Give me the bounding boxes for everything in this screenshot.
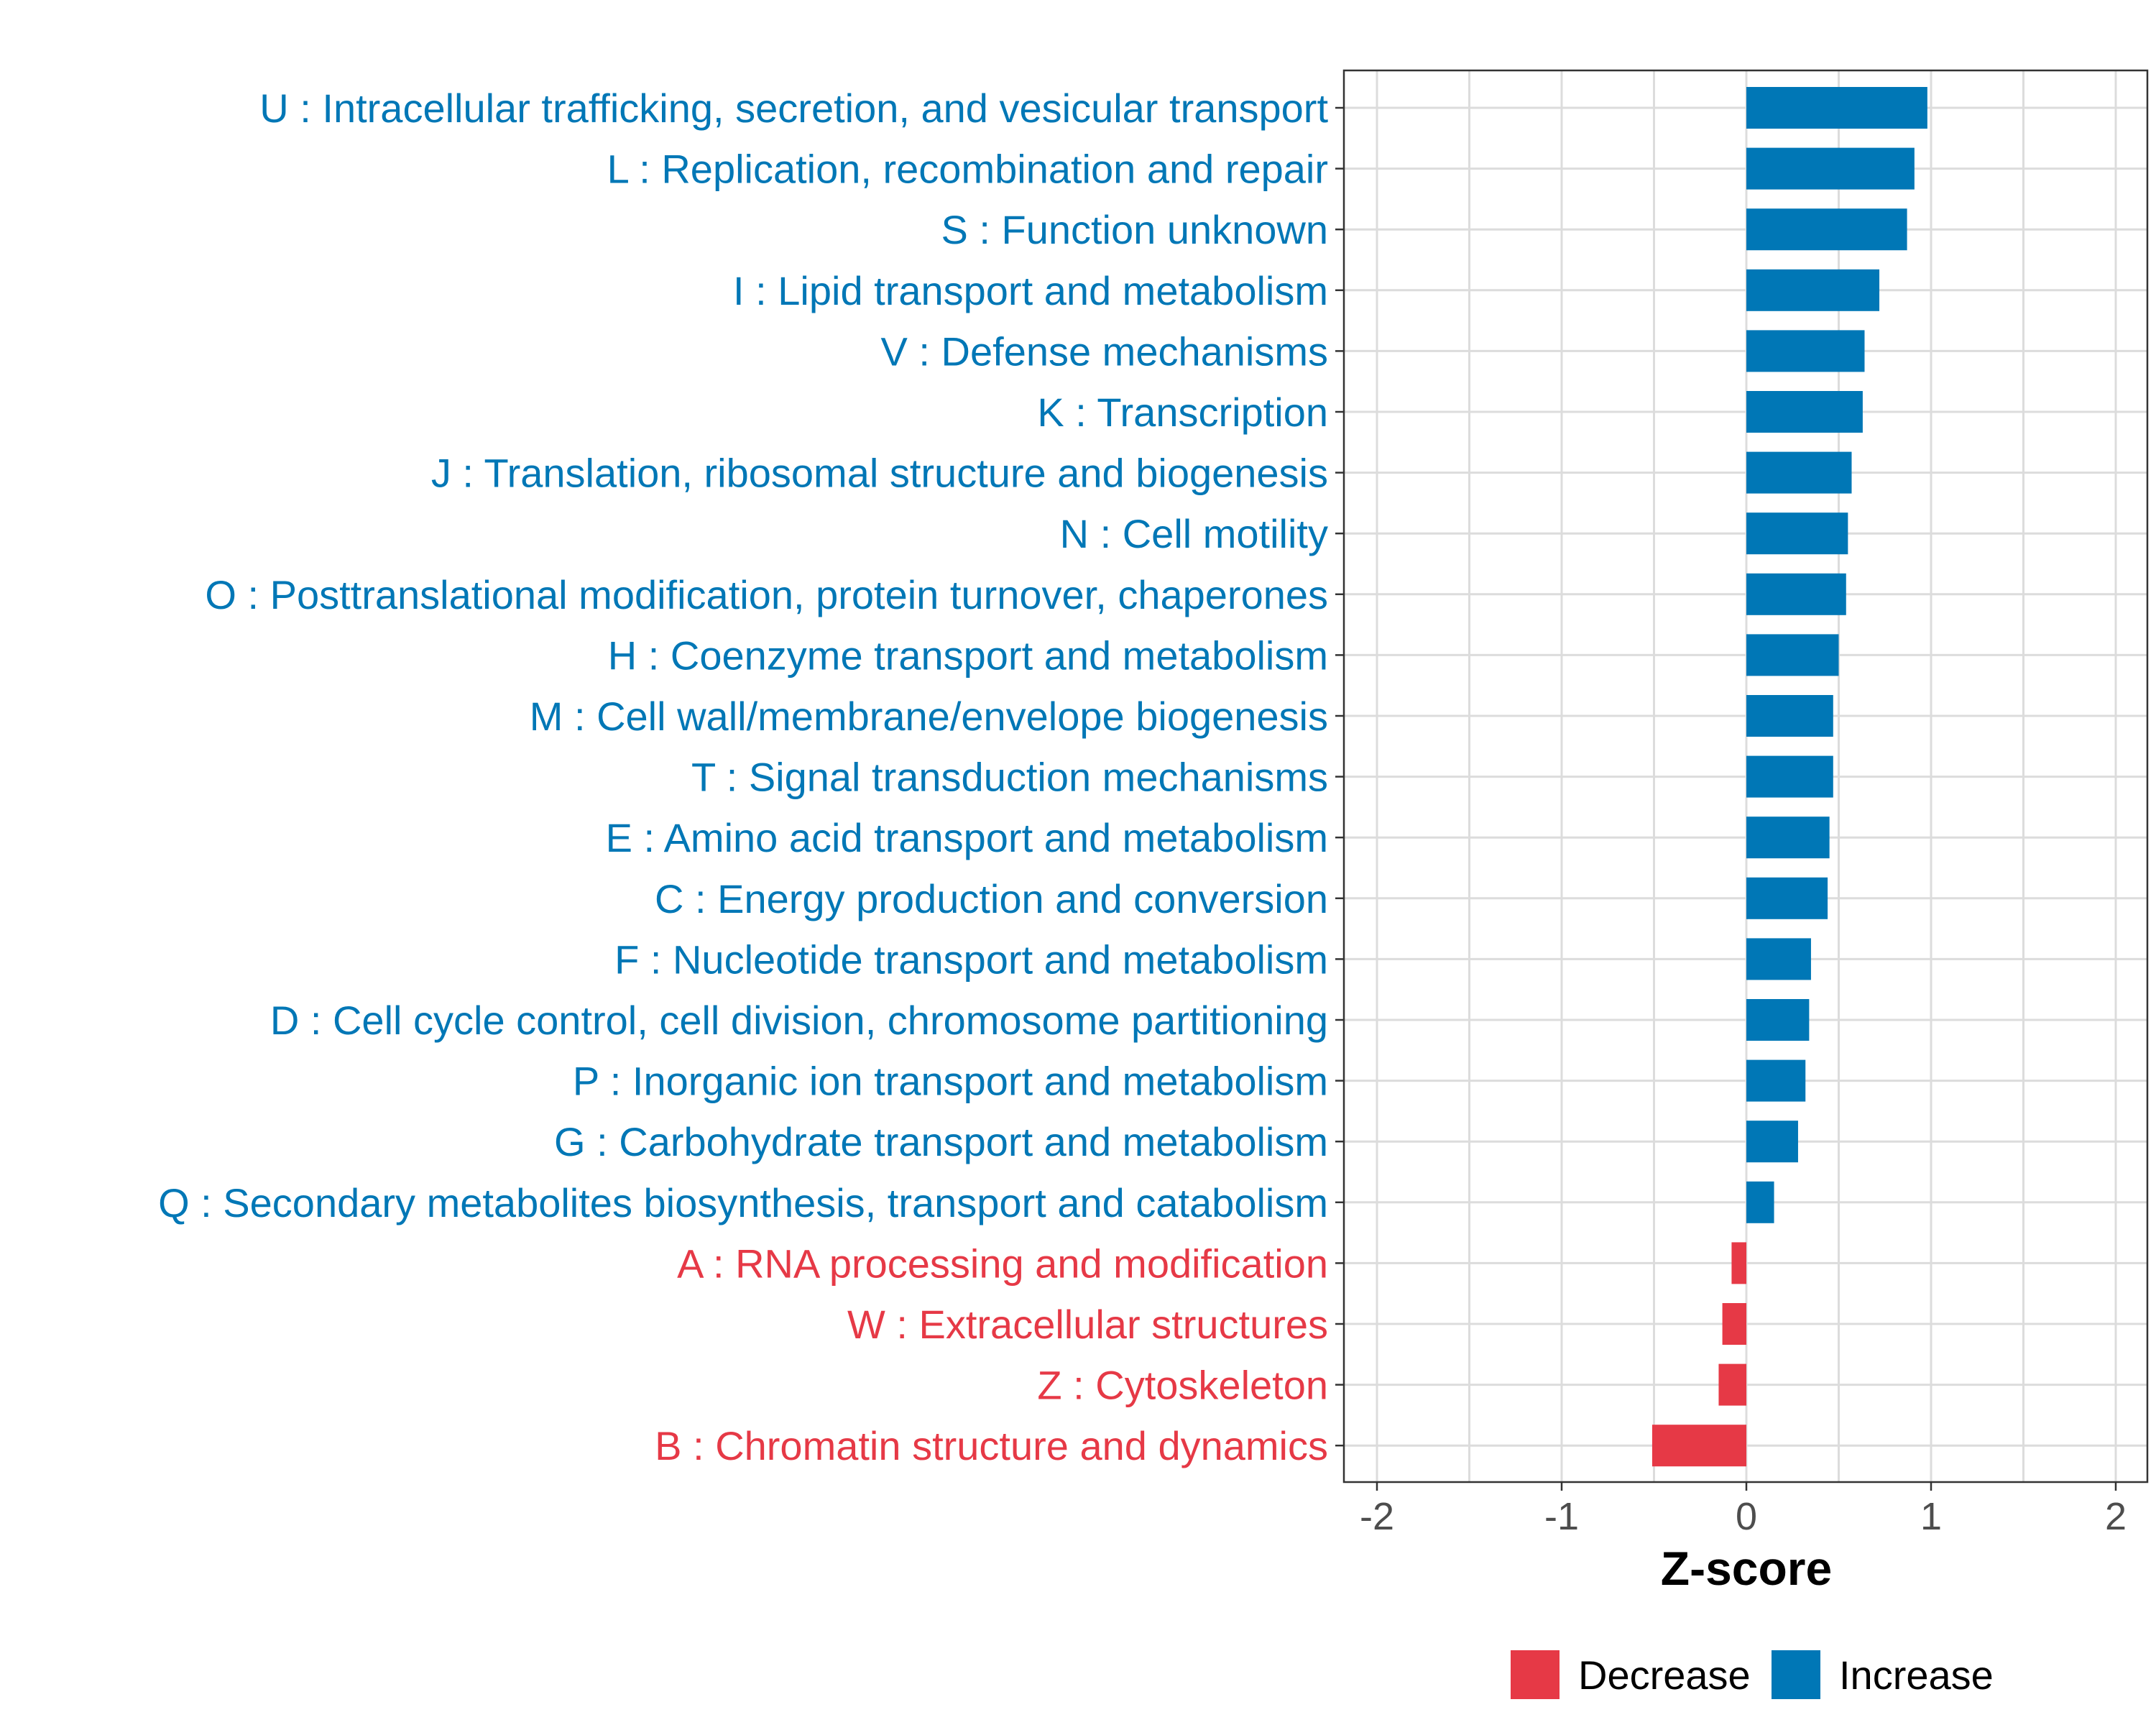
- category-label: N : Cell motility: [1060, 511, 1328, 556]
- category-label: B : Chromatin structure and dynamics: [655, 1423, 1328, 1468]
- category-label: Q : Secondary metabolites biosynthesis, …: [158, 1180, 1328, 1225]
- category-labels: U : Intracellular trafficking, secretion…: [158, 86, 1328, 1468]
- bar-h: [1746, 634, 1839, 676]
- category-label: S : Function unknown: [941, 207, 1328, 252]
- bar-e: [1746, 816, 1830, 859]
- category-label: D : Cell cycle control, cell division, c…: [270, 998, 1328, 1043]
- x-tick-label: 0: [1736, 1495, 1757, 1538]
- bar-v: [1746, 330, 1865, 372]
- bar-k: [1746, 391, 1863, 433]
- category-label: U : Intracellular trafficking, secretion…: [259, 86, 1328, 131]
- x-tick-label: 1: [1920, 1495, 1942, 1538]
- x-axis-title: Z-score: [1661, 1542, 1832, 1595]
- bar-i: [1746, 269, 1880, 311]
- category-label: A : RNA processing and modification: [677, 1241, 1328, 1286]
- bar-l: [1746, 147, 1915, 190]
- bar-a: [1731, 1242, 1746, 1284]
- bar-t: [1746, 755, 1833, 798]
- category-label: J : Translation, ribosomal structure and…: [431, 451, 1328, 496]
- legend-label-increase: Increase: [1839, 1652, 1994, 1698]
- category-label: H : Coenzyme transport and metabolism: [608, 632, 1328, 678]
- category-label: Z : Cytoskeleton: [1037, 1363, 1328, 1408]
- category-label: E : Amino acid transport and metabolism: [606, 815, 1328, 860]
- x-tick-label: -2: [1360, 1495, 1394, 1538]
- bar-s: [1746, 208, 1907, 251]
- x-axis-ticks: -2 -1 0 1 2: [1360, 1482, 2127, 1538]
- category-label: V : Defense mechanisms: [881, 328, 1328, 374]
- bar-j: [1746, 451, 1852, 494]
- x-tick-label: -1: [1544, 1495, 1579, 1538]
- category-label: C : Energy production and conversion: [655, 876, 1328, 921]
- bar-g: [1746, 1121, 1798, 1163]
- legend: Decrease Increase: [1511, 1650, 1994, 1699]
- bar-w: [1722, 1303, 1746, 1345]
- y-axis-ticks: [1335, 106, 1344, 1447]
- category-label: O : Posttranslational modification, prot…: [205, 572, 1328, 617]
- category-label: G : Carbohydrate transport and metabolis…: [554, 1119, 1328, 1164]
- bars: [1651, 87, 1927, 1467]
- category-label: I : Lipid transport and metabolism: [733, 268, 1328, 313]
- bar-q: [1746, 1181, 1774, 1223]
- bar-u: [1746, 87, 1927, 129]
- category-label: F : Nucleotide transport and metabolism: [614, 937, 1328, 982]
- bar-b: [1651, 1425, 1746, 1467]
- legend-label-decrease: Decrease: [1578, 1652, 1751, 1698]
- x-tick-label: 2: [2105, 1495, 2127, 1538]
- bar-p: [1746, 1059, 1806, 1102]
- bar-f: [1746, 938, 1811, 980]
- category-label: K : Transcription: [1037, 390, 1328, 435]
- category-label: M : Cell wall/membrane/envelope biogenes…: [530, 694, 1328, 739]
- bar-m: [1746, 695, 1833, 737]
- legend-swatch-decrease: [1511, 1650, 1560, 1699]
- bar-c: [1746, 877, 1828, 919]
- grid-lines: [1344, 70, 2147, 1482]
- category-label: P : Inorganic ion transport and metaboli…: [573, 1059, 1328, 1104]
- legend-swatch-increase: [1772, 1650, 1820, 1699]
- bar-z: [1718, 1363, 1746, 1406]
- bar-o: [1746, 573, 1846, 615]
- bar-d: [1746, 999, 1810, 1041]
- category-label: T : Signal transduction mechanisms: [691, 755, 1328, 800]
- bar-n: [1746, 512, 1848, 555]
- category-label: W : Extracellular structures: [847, 1302, 1328, 1347]
- category-label: L : Replication, recombination and repai…: [607, 147, 1328, 192]
